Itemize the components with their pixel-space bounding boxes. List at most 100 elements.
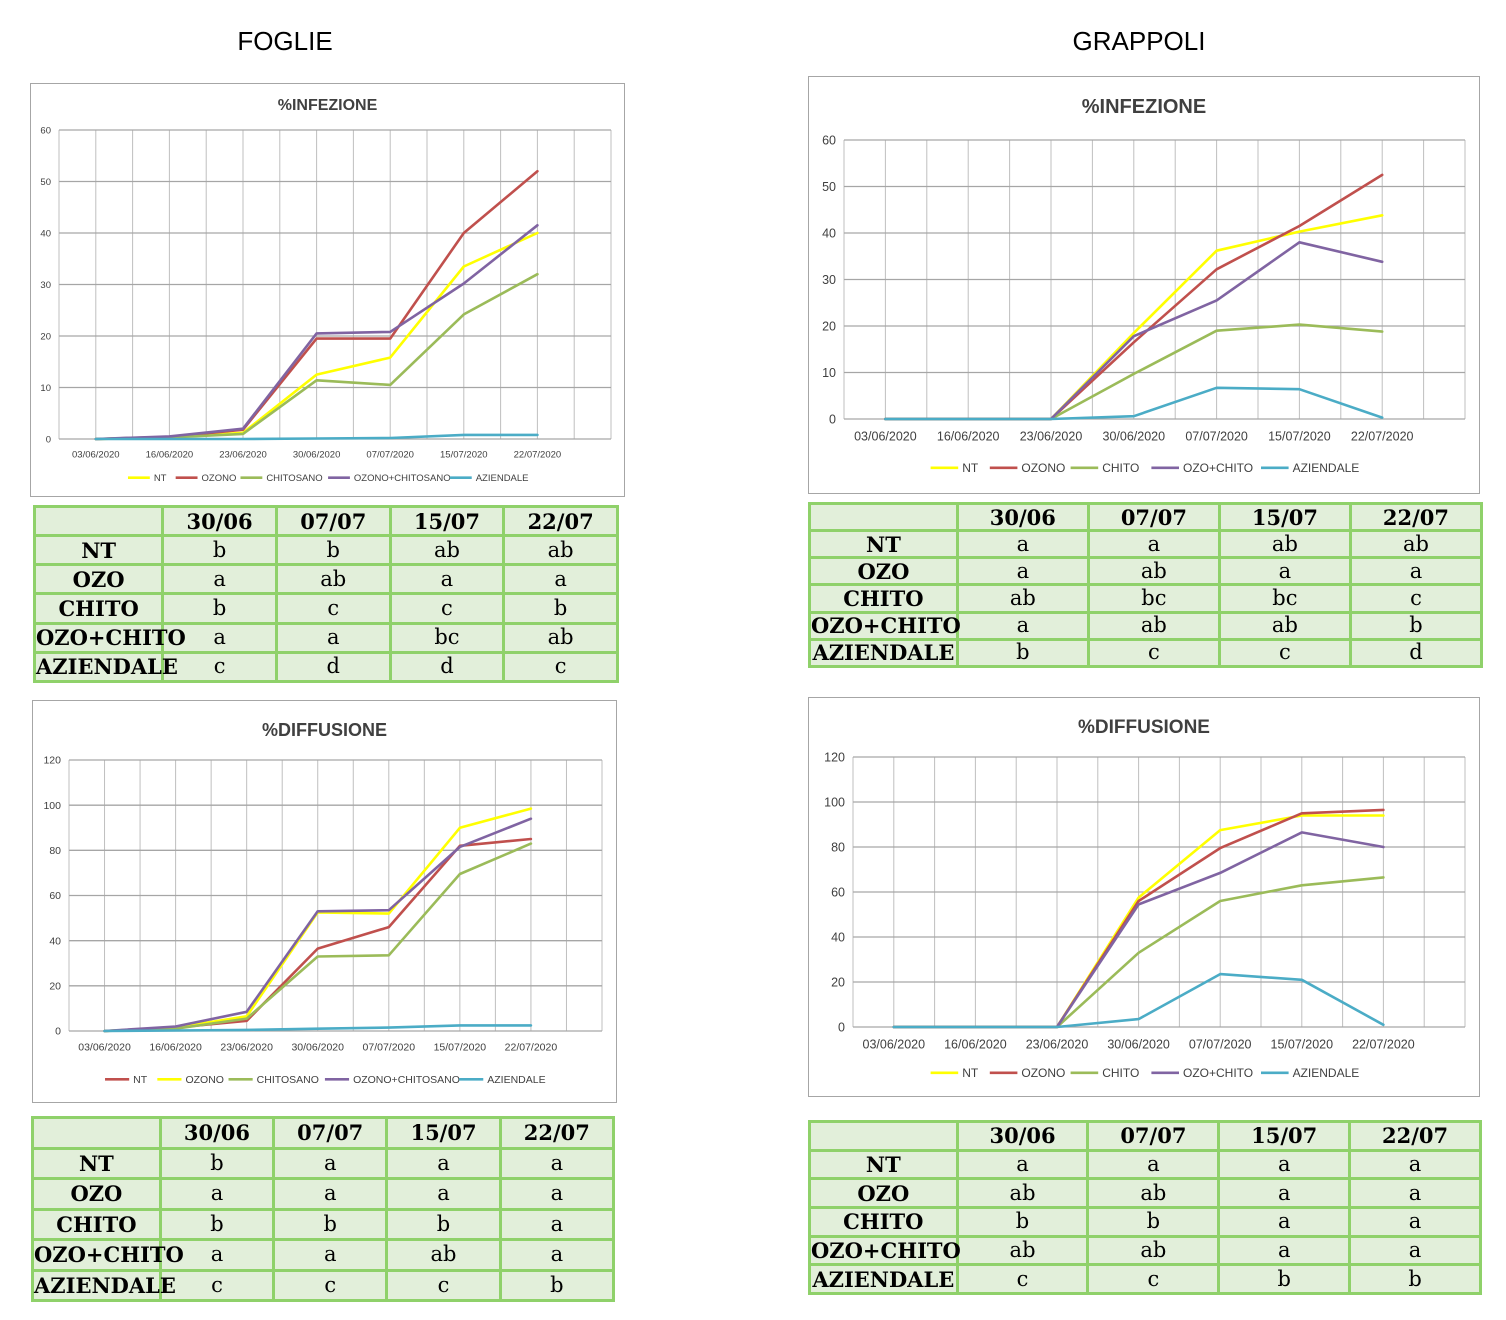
table-header-cell: 07/07 (1086, 501, 1221, 533)
table-row: OZO+CHITO a a bc ab (32, 621, 619, 654)
legend-label: NT (962, 461, 979, 475)
table-header-cell: 30/06 (955, 501, 1090, 533)
table-cell: c (955, 1263, 1090, 1295)
table-cell: c (161, 650, 278, 684)
table-cell: a (955, 529, 1090, 560)
x-tick-label: 15/07/2020 (434, 1042, 487, 1054)
table-cell: a (388, 563, 506, 596)
series-line-chitosano (103, 842, 533, 1033)
x-tick-label: 30/06/2020 (291, 1042, 344, 1054)
table-cell: c (272, 1268, 389, 1302)
table-row: OZO+CHITO ab ab a a (808, 1234, 1482, 1267)
legend-label: OZONO (202, 473, 237, 484)
x-tick-label: 07/07/2020 (1185, 430, 1248, 444)
y-tick-label: 30 (40, 280, 51, 291)
series-line-ozono-chitosano (94, 224, 539, 441)
legend-label: OZONO+CHITOSANO (353, 1074, 460, 1086)
table-header-cell: 15/07 (1217, 1120, 1352, 1152)
table-header-cell (808, 1120, 959, 1152)
table-cell: d (274, 650, 392, 684)
y-tick-label: 40 (49, 935, 61, 947)
table-cell: b (498, 1268, 616, 1302)
x-tick-label: 23/06/2020 (1020, 430, 1083, 444)
table-cell: b (955, 637, 1090, 669)
x-tick-label: 07/07/2020 (1189, 1038, 1252, 1052)
y-tick-label: 50 (40, 177, 51, 188)
table-cell: bc (388, 621, 506, 654)
y-tick-label: 100 (824, 795, 845, 809)
row-label: CHITO (808, 583, 959, 614)
table-grappoli-infezione: 30/06 07/07 15/07 22/07 NT a a ab ab OZO a ab a a CHIT… (808, 501, 1484, 669)
table-cell: a (1217, 556, 1352, 587)
table-cell: a (272, 1238, 389, 1272)
table-cell: b (158, 1146, 276, 1180)
table-header-cell: 15/07 (1217, 501, 1352, 533)
table-cell: a (1348, 556, 1484, 587)
y-tick-label: 20 (822, 319, 836, 333)
table-header-cell: 22/07 (498, 1116, 616, 1150)
table-cell: a (955, 1148, 1090, 1181)
table-header-cell: 22/07 (1348, 501, 1484, 533)
table-cell: d (388, 650, 506, 684)
table-cell: c (385, 1268, 502, 1302)
table-cell: bc (1086, 583, 1221, 614)
table-cell: ab (955, 583, 1090, 614)
chart-title: %INFEZIONE (278, 97, 378, 114)
table-cell: a (385, 1146, 502, 1180)
row-label: OZO+CHITO (31, 1238, 184, 1272)
table-cell: a (1217, 1148, 1352, 1181)
y-tick-label: 10 (40, 383, 51, 394)
table-header-cell: 07/07 (272, 1116, 389, 1150)
table-cell: ab (955, 1234, 1090, 1267)
table-foglie-infezione: 30/06 07/07 15/07 22/07 NT b b ab ab OZO a ab a a CHIT… (32, 504, 619, 684)
table-row: AZIENDALE c d d c (32, 650, 619, 684)
table-cell: ab (388, 534, 506, 567)
table-cell: a (272, 1177, 389, 1211)
row-label: CHITO (31, 1207, 162, 1241)
table-cell: c (1348, 583, 1484, 614)
chart-foglie-infezione: %INFEZIONE 0 10 20 30 40 50 60 03/06/2020 16/06/2… (30, 83, 625, 497)
table-cell: a (1217, 1205, 1352, 1238)
y-tick-label: 40 (822, 226, 836, 240)
row-label: AZIENDALE (808, 1263, 959, 1295)
table-cell: a (1348, 1177, 1482, 1209)
table-cell: a (274, 621, 392, 654)
table-cell: b (955, 1205, 1090, 1238)
table-cell: a (955, 556, 1090, 587)
chart-title: %INFEZIONE (1082, 96, 1206, 118)
table-cell: ab (1348, 529, 1484, 560)
chart-legend: NT OZONO CHITOSANO OZONO+CHITOSANO AZIENDALE (127, 473, 529, 484)
table-header-cell: 07/07 (274, 504, 392, 538)
y-tick-label: 0 (46, 434, 51, 445)
table-cell: ab (1086, 1234, 1221, 1267)
table-cell: ab (1217, 529, 1352, 560)
table-header-cell: 22/07 (1348, 1120, 1482, 1152)
column-title-foglie: FOGLIE (237, 26, 333, 56)
table-cell: ab (385, 1238, 502, 1272)
x-tick-label: 03/06/2020 (78, 1042, 131, 1054)
x-tick-label: 22/07/2020 (1352, 1038, 1415, 1052)
y-tick-label: 40 (831, 930, 845, 944)
column-title-grappoli: GRAPPOLI (1072, 26, 1206, 56)
table-cell: b (1217, 1263, 1352, 1295)
row-label: OZO (808, 556, 959, 587)
table-cell: b (272, 1207, 389, 1241)
row-label: CHITO (808, 1205, 959, 1238)
table-cell: b (161, 592, 278, 625)
table-header-cell: 07/07 (1086, 1120, 1221, 1152)
legend-label: CHITO (1102, 461, 1139, 475)
legend-label: AZIENDALE (1293, 461, 1360, 475)
y-tick-label: 80 (49, 845, 61, 857)
table-cell: b (1348, 610, 1484, 641)
legend-label: AZIENDALE (1293, 1066, 1360, 1080)
series-line-aziendale (892, 972, 1385, 1029)
chart-foglie-diffusione: %DIFFUSIONE 0 20 40 60 80 100 120 03/06/2020 16/0… (32, 700, 617, 1103)
table-grappoli-diffusione: 30/06 07/07 15/07 22/07 NT a a a a OZO ab ab a a CHITO… (808, 1120, 1482, 1295)
x-tick-label: 16/06/2020 (937, 430, 1000, 444)
table-row: CHITO b b a a (808, 1205, 1482, 1238)
table-header-cell (808, 501, 959, 533)
table-row: AZIENDALE c c b b (808, 1263, 1482, 1295)
series-line-aziendale (103, 1024, 533, 1033)
table-cell: b (385, 1207, 502, 1241)
table-cell: ab (1086, 610, 1221, 641)
